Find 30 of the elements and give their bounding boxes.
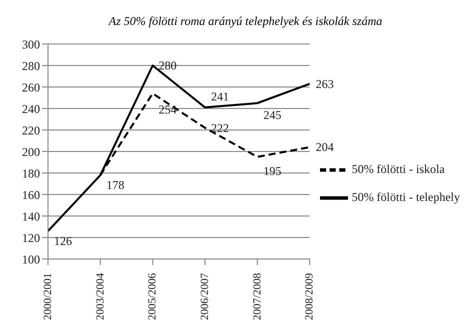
y-tick-label: 160 [22,188,40,202]
y-tick-label: 300 [22,37,40,52]
data-label: 126 [54,234,72,248]
y-tick-label: 220 [22,123,40,138]
legend-label: 50% fölötti - telephely [352,189,460,204]
x-tick-label: 2006/2007 [199,272,212,320]
chart-title: Az 50% fölötti roma arányú telephelyek és iskolák száma [107,13,384,30]
x-tick-label: 2003/2004 [94,272,106,320]
y-tick-label: 280 [22,58,40,73]
data-label: 263 [316,76,334,91]
y-tick-label: 140 [22,209,40,224]
y-tick-label: 120 [22,230,40,245]
data-label: 204 [316,140,334,154]
data-label: 254 [158,102,177,116]
data-label: 280 [158,58,177,72]
x-tick-label: 2000/2001 [42,273,54,320]
y-tick-label: 100 [22,252,40,266]
data-label: 195 [263,164,282,178]
y-tick-label: 260 [22,80,40,94]
data-label: 222 [211,120,230,135]
x-tick-label: 2008/2009 [304,272,316,320]
y-tick-label: 240 [22,102,40,116]
data-label: 241 [211,89,230,104]
y-tick-label: 180 [22,166,40,180]
x-tick-label: 2007/2008 [251,272,264,320]
data-label: 178 [106,178,124,192]
x-tick-label: 2005/2006 [146,272,159,320]
y-tick-label: 200 [22,144,40,159]
legend-label: 50% fölötti - iskola [352,161,445,176]
data-label: 245 [263,108,282,122]
